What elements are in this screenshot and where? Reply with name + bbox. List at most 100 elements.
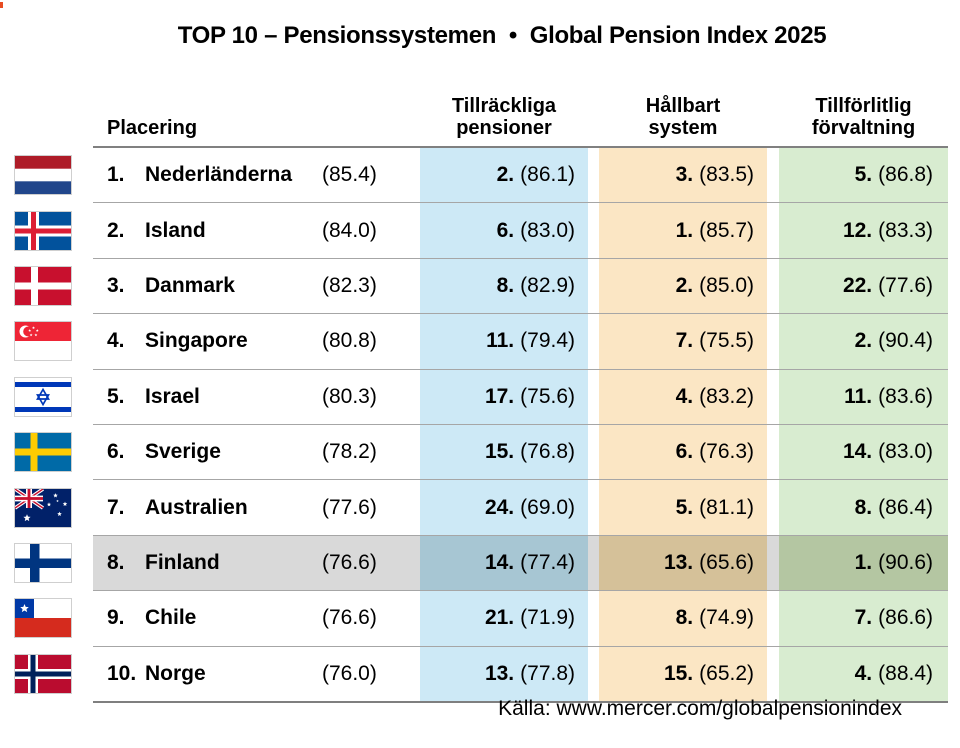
sustainability-rank: 6.	[675, 440, 694, 464]
integrity-cell: 7. (86.6)	[779, 591, 948, 646]
integrity-rank: 12.	[842, 218, 873, 242]
integrity-cell: 14. (83.0)	[779, 424, 948, 480]
header-integrity: Tillförlitlig förvaltning	[779, 95, 948, 140]
integrity-cell: 12. (83.3)	[779, 203, 948, 258]
adequacy-rank: 8.	[496, 273, 515, 297]
integrity-cell: 4. (88.4)	[779, 646, 948, 701]
sustainability-rank: 2.	[675, 273, 694, 297]
header-integrity-line1: Tillförlitlig	[815, 94, 912, 117]
country-name: Finland	[145, 550, 220, 574]
integrity-rank: 5.	[854, 163, 873, 187]
sustainability-cell: 13. (65.6)	[599, 535, 767, 591]
table-row: 8. Finland (76.6) 14. (77.4) 13. (65.6) …	[14, 534, 948, 591]
sustainability-cell: 4. (83.2)	[599, 369, 767, 424]
integrity-rank: 4.	[854, 661, 873, 685]
sustainability-score: (85.0)	[699, 273, 754, 297]
sustainability-cell: 1. (85.7)	[599, 203, 767, 258]
sustainability-rank: 13.	[663, 550, 694, 574]
integrity-rank: 11.	[844, 384, 873, 408]
placering-cell: 7. Australien (77.6)	[93, 480, 420, 534]
overall-rank: 2.	[107, 218, 125, 242]
integrity-score: (83.6)	[878, 384, 933, 408]
adequacy-rank: 6.	[496, 218, 515, 242]
integrity-cell: 2. (90.4)	[779, 314, 948, 369]
adequacy-score: (79.4)	[520, 329, 575, 353]
sustainability-cell: 7. (75.5)	[599, 314, 767, 369]
integrity-cell: 22. (77.6)	[779, 258, 948, 314]
integrity-cell: 5. (86.8)	[779, 148, 948, 203]
flag-finland-icon	[14, 542, 72, 583]
header-adequacy: Tillräckliga pensioner	[420, 95, 588, 140]
sustainability-cell: 2. (85.0)	[599, 258, 767, 314]
sustainability-rank: 3.	[675, 163, 694, 187]
adequacy-cell: 13. (77.8)	[420, 646, 588, 701]
adequacy-score: (77.8)	[520, 661, 575, 685]
overall-score: (76.0)	[322, 661, 377, 685]
overall-rank: 1.	[107, 163, 125, 187]
placering-cell: 6. Sverige (78.2)	[93, 425, 420, 479]
flag-sweden-icon	[14, 432, 72, 473]
sustainability-rank: 5.	[675, 495, 694, 519]
integrity-score: (90.6)	[878, 550, 933, 574]
adequacy-score: (82.9)	[520, 273, 575, 297]
integrity-rank: 14.	[842, 440, 873, 464]
integrity-score: (90.4)	[878, 329, 933, 353]
flag-singapore-icon	[14, 321, 72, 362]
adequacy-rank: 2.	[496, 163, 515, 187]
sustainability-cell: 6. (76.3)	[599, 424, 767, 480]
table-row: 5. Israel (80.3) 17. (75.6) 4. (83.2) 11…	[14, 368, 948, 424]
flag-israel-icon	[14, 376, 72, 417]
sustainability-cell: 3. (83.5)	[599, 148, 767, 203]
adequacy-rank: 24.	[484, 495, 515, 519]
placering-cell: 2. Island (84.0)	[93, 203, 420, 257]
integrity-score: (88.4)	[878, 661, 933, 685]
overall-score: (77.6)	[322, 495, 377, 519]
sustainability-score: (85.7)	[699, 218, 754, 242]
integrity-rank: 8.	[854, 495, 873, 519]
overall-score: (76.6)	[322, 550, 377, 574]
adequacy-rank: 21.	[484, 606, 515, 630]
overall-rank: 7.	[107, 495, 125, 519]
adequacy-cell: 2. (86.1)	[420, 148, 588, 203]
overall-score: (80.3)	[322, 384, 377, 408]
adequacy-cell: 14. (77.4)	[420, 535, 588, 591]
page-title: TOP 10 – Pensionssystemen • Global Pensi…	[177, 22, 827, 49]
sustainability-rank: 4.	[675, 384, 694, 408]
integrity-score: (83.3)	[878, 218, 933, 242]
header-adequacy-line2: pensioner	[456, 117, 552, 140]
adequacy-cell: 11. (79.4)	[420, 314, 588, 369]
sustainability-rank: 15.	[663, 661, 694, 685]
overall-rank: 9.	[107, 606, 125, 630]
sustainability-cell: 8. (74.9)	[599, 591, 767, 646]
integrity-score: (86.4)	[878, 495, 933, 519]
header-sustainability-line1: Hållbart	[645, 94, 721, 117]
adequacy-score: (86.1)	[520, 163, 575, 187]
integrity-score: (83.0)	[878, 440, 933, 464]
integrity-rank: 7.	[854, 606, 873, 630]
sustainability-score: (81.1)	[699, 495, 754, 519]
country-name: Island	[145, 218, 206, 242]
sustainability-score: (76.3)	[699, 440, 754, 464]
flag-denmark-icon	[14, 265, 72, 306]
table-row: 6. Sverige (78.2) 15. (76.8) 6. (76.3) 1…	[14, 423, 948, 480]
overall-rank: 10.	[107, 661, 137, 685]
adequacy-score: (75.6)	[520, 384, 575, 408]
country-name: Norge	[145, 661, 206, 685]
overall-score: (84.0)	[322, 218, 377, 242]
overall-score: (76.6)	[322, 606, 377, 630]
table-row: 4. Singapore (80.8) 11. (79.4) 7. (75.5)…	[14, 313, 948, 369]
header-integrity-line2: förvaltning	[811, 117, 916, 140]
table-row: 3. Danmark (82.3) 8. (82.9) 2. (85.0) 22…	[14, 257, 948, 314]
adequacy-score: (77.4)	[520, 550, 575, 574]
country-name: Nederländerna	[145, 163, 293, 187]
adequacy-score: (71.9)	[520, 606, 575, 630]
header-sustainability: Hållbart system	[599, 95, 767, 140]
table-body: 1. Nederländerna (85.4) 2. (86.1) 3. (83…	[14, 148, 948, 703]
table-row: 2. Island (84.0) 6. (83.0) 1. (85.7) 12.…	[14, 202, 948, 258]
placering-cell: 8. Finland (76.6)	[93, 535, 420, 591]
adequacy-rank: 13.	[484, 661, 515, 685]
table-row: 1. Nederländerna (85.4) 2. (86.1) 3. (83…	[14, 148, 948, 203]
overall-rank: 4.	[107, 329, 125, 353]
placering-cell: 3. Danmark (82.3)	[93, 259, 420, 313]
overall-rank: 8.	[107, 550, 125, 574]
